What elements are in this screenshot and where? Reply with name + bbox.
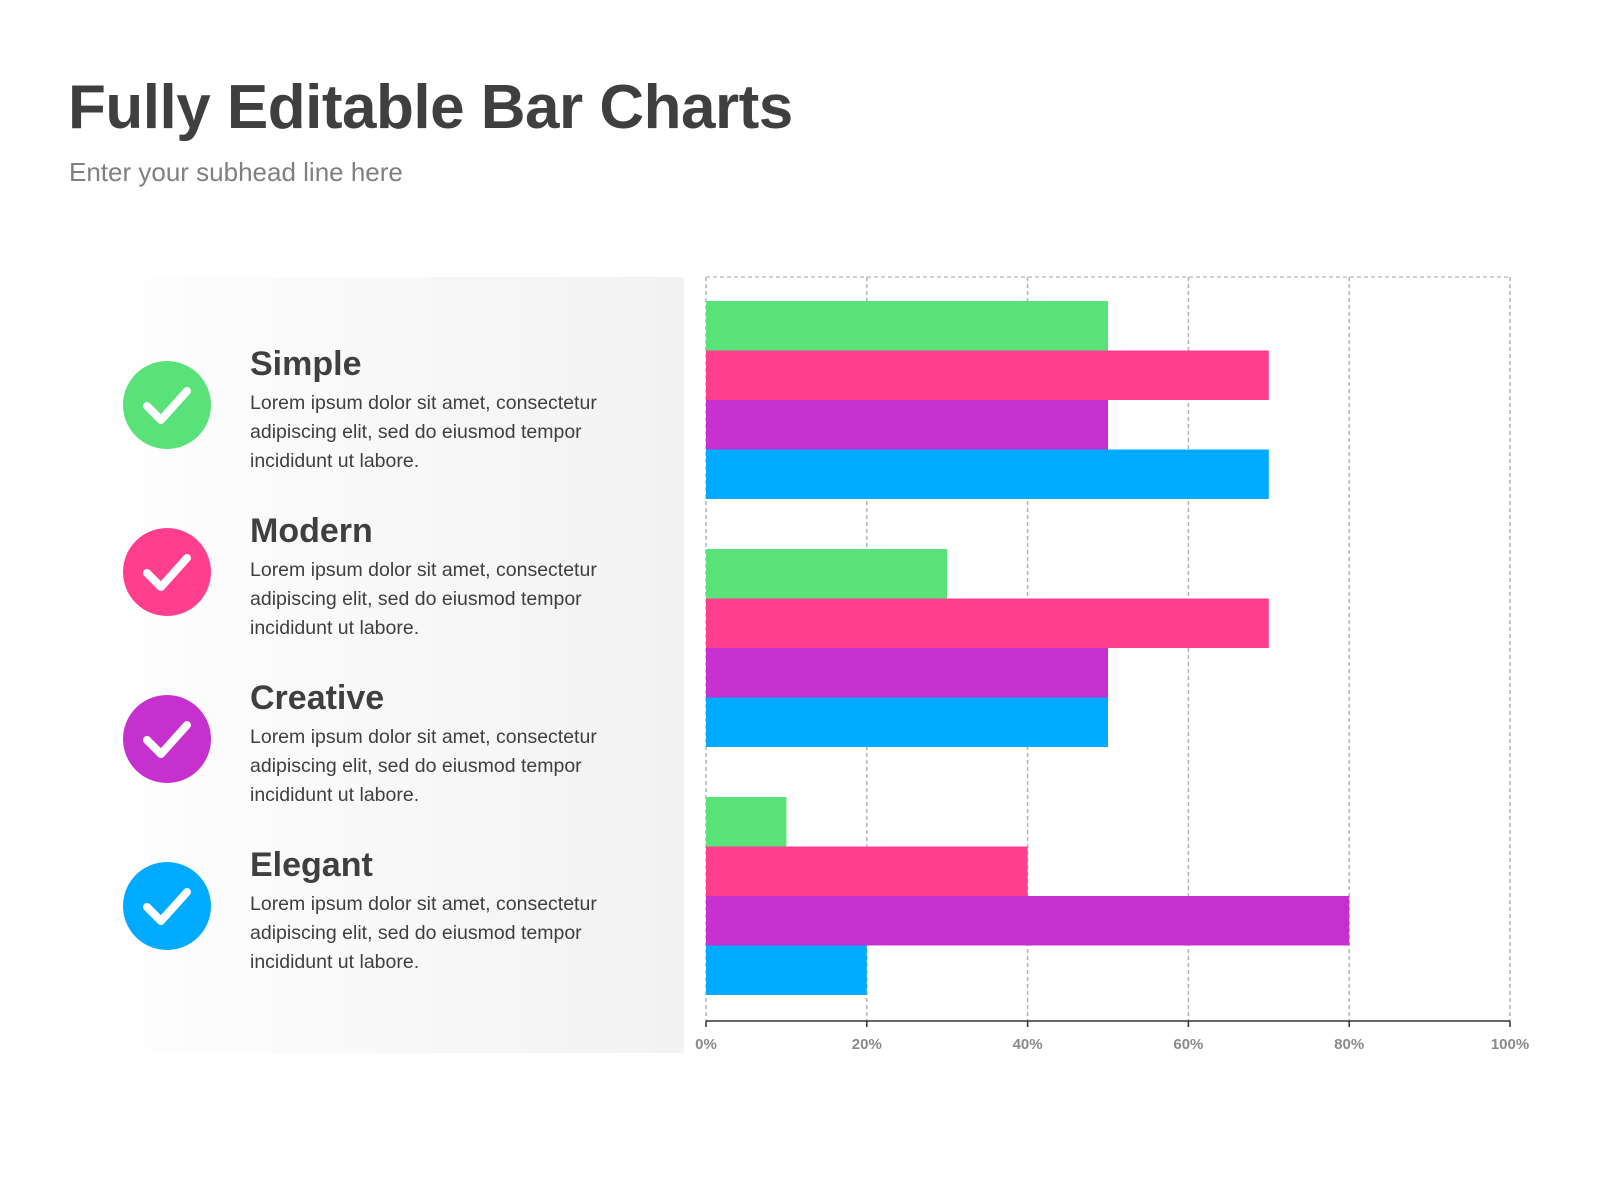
- page-title: Fully Editable Bar Charts: [68, 73, 793, 142]
- bar: [706, 697, 1108, 747]
- bar: [706, 350, 1269, 400]
- bar: [706, 797, 787, 847]
- feature-title: Creative: [250, 679, 385, 717]
- feature-creative: Creative Lorem ipsum dolor sit amet, con…: [72, 679, 684, 819]
- feature-description: Lorem ipsum dolor sit amet, consectetur …: [250, 559, 597, 639]
- bar: [706, 301, 1108, 351]
- feature-title: Modern: [250, 512, 373, 550]
- check-icon: [123, 695, 211, 783]
- feature-simple: Simple Lorem ipsum dolor sit amet, conse…: [72, 345, 684, 485]
- bar: [706, 400, 1108, 450]
- x-tick-label: 0%: [695, 1036, 717, 1053]
- feature-title: Elegant: [250, 846, 373, 884]
- bar: [706, 648, 1108, 698]
- bar: [706, 598, 1269, 648]
- page-subtitle: Enter your subhead line here: [69, 157, 403, 187]
- check-icon: [123, 528, 211, 616]
- bar: [706, 549, 948, 599]
- bar: [706, 896, 1350, 946]
- x-tick-label: 40%: [1013, 1036, 1043, 1053]
- x-tick-label: 100%: [1491, 1036, 1529, 1053]
- features-panel: Simple Lorem ipsum dolor sit amet, conse…: [72, 277, 684, 1053]
- feature-title: Simple: [250, 345, 362, 383]
- feature-modern: Modern Lorem ipsum dolor sit amet, conse…: [72, 512, 684, 652]
- x-tick-label: 20%: [852, 1036, 882, 1053]
- check-icon: [123, 361, 211, 449]
- bar: [706, 846, 1028, 896]
- x-tick-label: 60%: [1173, 1036, 1203, 1053]
- feature-description: Lorem ipsum dolor sit amet, consectetur …: [250, 392, 597, 472]
- feature-description: Lorem ipsum dolor sit amet, consectetur …: [250, 726, 597, 806]
- feature-elegant: Elegant Lorem ipsum dolor sit amet, cons…: [72, 846, 684, 986]
- feature-description: Lorem ipsum dolor sit amet, consectetur …: [250, 893, 597, 973]
- x-tick-label: 80%: [1334, 1036, 1364, 1053]
- bar: [706, 449, 1269, 499]
- check-icon: [123, 862, 211, 950]
- bar: [706, 945, 867, 995]
